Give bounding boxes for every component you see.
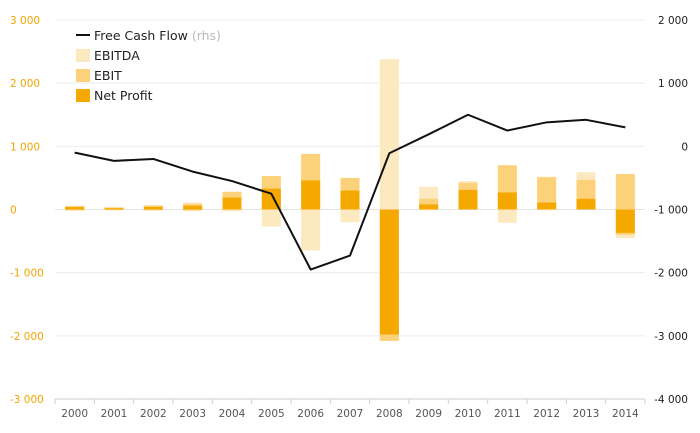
x-axis-tick-label: 2006 bbox=[297, 408, 324, 420]
net-profit-bar bbox=[615, 209, 635, 233]
x-axis-tick-label: 2011 bbox=[494, 408, 521, 420]
ebitda-bar bbox=[419, 209, 439, 211]
net-profit-bar bbox=[301, 180, 321, 210]
legend-label: EBITDA bbox=[94, 48, 140, 63]
legend-label: Free Cash Flow (rhs) bbox=[94, 28, 221, 43]
right-axis-tick-label: -4 000 bbox=[654, 394, 688, 406]
right-axis-tick-label: 0 bbox=[681, 141, 688, 153]
ebitda-bar bbox=[261, 209, 281, 227]
ebit-bar bbox=[615, 174, 635, 210]
left-axis-tick-label: -1 000 bbox=[10, 268, 44, 280]
net-profit-bar bbox=[340, 190, 360, 210]
legend-label-suffix: (rhs) bbox=[192, 28, 221, 43]
x-axis-tick-label: 2001 bbox=[101, 408, 128, 420]
net-profit-bar bbox=[537, 202, 557, 210]
net-profit-bar bbox=[497, 192, 517, 210]
x-axis-tick-label: 2000 bbox=[61, 408, 88, 420]
right-axis-tick-label: 2 000 bbox=[658, 15, 688, 27]
right-axis-tick-label: -3 000 bbox=[654, 331, 688, 343]
ebit-bar bbox=[419, 198, 439, 210]
x-axis-tick-label: 2002 bbox=[140, 408, 167, 420]
x-axis-tick-label: 2003 bbox=[179, 408, 206, 420]
x-axis-tick-label: 2007 bbox=[337, 408, 364, 420]
ebitda-bar bbox=[183, 209, 203, 212]
left-axis-tick-label: -2 000 bbox=[10, 331, 44, 343]
x-axis-tick-label: 2009 bbox=[415, 408, 442, 420]
right-axis-tick-label: -1 000 bbox=[654, 205, 688, 217]
ebit-bar bbox=[104, 209, 124, 211]
net-profit-bar bbox=[104, 208, 124, 210]
left-axis-tick-label: 0 bbox=[10, 205, 17, 217]
legend-label: Net Profit bbox=[94, 88, 153, 103]
net-profit-bar bbox=[183, 205, 203, 210]
ebitda-bar bbox=[222, 209, 242, 212]
ebitda-bar bbox=[497, 209, 517, 223]
left-axis-tick-label: 2 000 bbox=[10, 78, 40, 90]
x-axis-tick-label: 2010 bbox=[455, 408, 482, 420]
x-axis-tick-label: 2013 bbox=[573, 408, 600, 420]
legend-swatch bbox=[76, 89, 90, 102]
right-axis-tick-label: 1 000 bbox=[658, 78, 688, 90]
legend-swatch bbox=[76, 69, 90, 82]
x-axis-tick-label: 2008 bbox=[376, 408, 403, 420]
ebitda-bar bbox=[340, 209, 360, 223]
net-profit-bar bbox=[65, 206, 85, 210]
net-profit-bar bbox=[419, 204, 439, 210]
legend-swatch bbox=[76, 49, 90, 62]
free-cash-flow-line bbox=[74, 113, 626, 271]
x-axis-tick-label: 2014 bbox=[612, 408, 639, 420]
net-profit-bar bbox=[222, 197, 242, 210]
left-axis-tick-label: 1 000 bbox=[10, 141, 40, 153]
ebit-bar bbox=[65, 209, 85, 211]
ebitda-bar bbox=[301, 209, 321, 251]
net-profit-bar bbox=[576, 198, 596, 210]
legend-label: EBIT bbox=[94, 68, 122, 83]
net-profit-bar bbox=[379, 209, 399, 335]
ebitda-bar bbox=[379, 59, 399, 210]
x-axis-tick-label: 2012 bbox=[533, 408, 560, 420]
net-profit-bar bbox=[143, 206, 163, 210]
right-axis-tick-label: -2 000 bbox=[654, 268, 688, 280]
ebitda-bar bbox=[537, 209, 557, 211]
left-axis-tick-label: 3 000 bbox=[10, 15, 40, 27]
ebit-bar bbox=[537, 177, 557, 210]
ebit-bar bbox=[183, 209, 203, 211]
x-axis-tick-label: 2004 bbox=[219, 408, 246, 420]
net-profit-bar bbox=[458, 189, 478, 210]
left-axis-tick-label: -3 000 bbox=[10, 394, 44, 406]
x-axis-tick-label: 2005 bbox=[258, 408, 285, 420]
ebit-bar bbox=[143, 209, 163, 211]
